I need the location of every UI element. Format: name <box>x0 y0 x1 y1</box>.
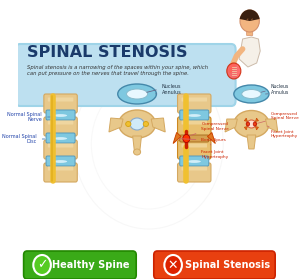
FancyBboxPatch shape <box>154 251 275 279</box>
Polygon shape <box>207 133 215 143</box>
FancyBboxPatch shape <box>24 251 136 279</box>
Text: Spinal stenosis is a narrowing of the spaces within your spine, which: Spinal stenosis is a narrowing of the sp… <box>27 65 208 70</box>
Polygon shape <box>244 127 247 130</box>
Circle shape <box>227 63 241 79</box>
Polygon shape <box>256 127 259 130</box>
Text: Nucleus: Nucleus <box>261 85 289 92</box>
Polygon shape <box>173 133 181 143</box>
FancyBboxPatch shape <box>44 140 77 159</box>
FancyBboxPatch shape <box>182 121 207 124</box>
Ellipse shape <box>54 160 67 163</box>
Ellipse shape <box>134 149 141 155</box>
Text: Facet Joint
Hypertrophy: Facet Joint Hypertrophy <box>201 144 229 159</box>
FancyBboxPatch shape <box>16 44 236 106</box>
Ellipse shape <box>54 114 67 117</box>
Text: can put pressure on the nerves that travel through the spine.: can put pressure on the nerves that trav… <box>27 71 189 76</box>
Polygon shape <box>225 119 237 132</box>
Polygon shape <box>133 136 142 152</box>
Polygon shape <box>266 119 278 132</box>
FancyBboxPatch shape <box>182 143 207 148</box>
Text: Facet Joint
Hypertrophy: Facet Joint Hypertrophy <box>267 126 298 138</box>
FancyBboxPatch shape <box>46 133 75 143</box>
Text: Bone Spurs: Bone Spurs <box>179 138 226 143</box>
FancyBboxPatch shape <box>178 117 211 136</box>
Ellipse shape <box>118 84 156 104</box>
FancyBboxPatch shape <box>44 163 77 182</box>
Text: Compressed
Spinal Nerve: Compressed Spinal Nerve <box>191 122 229 136</box>
Ellipse shape <box>127 89 148 99</box>
Text: Normal Spinal
Disc: Normal Spinal Disc <box>2 134 45 145</box>
Circle shape <box>33 255 51 275</box>
FancyBboxPatch shape <box>180 110 209 120</box>
Text: ✕: ✕ <box>168 259 178 271</box>
Text: Healthy Spine: Healthy Spine <box>52 259 129 270</box>
FancyBboxPatch shape <box>247 30 253 35</box>
Ellipse shape <box>246 122 250 126</box>
FancyBboxPatch shape <box>180 135 209 142</box>
Polygon shape <box>247 135 256 149</box>
FancyBboxPatch shape <box>178 163 211 182</box>
Ellipse shape <box>130 118 144 130</box>
Polygon shape <box>239 37 260 67</box>
Text: SPINAL STENOSIS: SPINAL STENOSIS <box>27 45 188 60</box>
Polygon shape <box>256 118 259 121</box>
Polygon shape <box>244 118 247 121</box>
FancyBboxPatch shape <box>46 110 75 120</box>
FancyBboxPatch shape <box>44 117 77 136</box>
Polygon shape <box>109 118 123 132</box>
Wedge shape <box>240 9 260 21</box>
Text: Nucleus: Nucleus <box>147 83 181 92</box>
Ellipse shape <box>234 85 269 103</box>
FancyBboxPatch shape <box>48 121 73 124</box>
Ellipse shape <box>247 120 256 128</box>
FancyBboxPatch shape <box>182 97 207 102</box>
FancyBboxPatch shape <box>44 94 77 113</box>
Text: Normal Spinal
Nerve: Normal Spinal Nerve <box>8 112 50 122</box>
FancyBboxPatch shape <box>182 167 207 170</box>
FancyBboxPatch shape <box>180 156 209 166</box>
FancyBboxPatch shape <box>178 94 211 113</box>
Ellipse shape <box>118 110 156 138</box>
Text: Annulus: Annulus <box>156 90 182 95</box>
Ellipse shape <box>188 160 201 163</box>
FancyBboxPatch shape <box>48 97 73 102</box>
Text: Annulus: Annulus <box>266 90 289 95</box>
Circle shape <box>183 134 190 143</box>
Text: Compressed
Spinal Nerve: Compressed Spinal Nerve <box>258 112 298 123</box>
Ellipse shape <box>126 121 131 126</box>
Text: ✓: ✓ <box>37 259 47 271</box>
Circle shape <box>240 10 259 32</box>
Text: Spinal Stenosis: Spinal Stenosis <box>185 259 270 270</box>
Ellipse shape <box>234 110 269 138</box>
Polygon shape <box>151 118 165 132</box>
Ellipse shape <box>54 137 67 140</box>
Circle shape <box>164 255 182 275</box>
FancyBboxPatch shape <box>48 143 73 148</box>
FancyBboxPatch shape <box>46 156 75 166</box>
Ellipse shape <box>188 114 201 117</box>
Ellipse shape <box>143 121 148 126</box>
FancyBboxPatch shape <box>48 167 73 170</box>
Ellipse shape <box>242 90 261 98</box>
Ellipse shape <box>253 122 257 126</box>
FancyBboxPatch shape <box>178 140 211 159</box>
